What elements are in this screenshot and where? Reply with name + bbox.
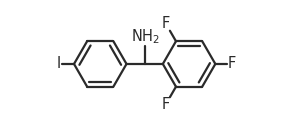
Text: F: F: [162, 16, 170, 31]
Text: I: I: [57, 56, 61, 71]
Text: F: F: [228, 56, 236, 71]
Text: NH$_2$: NH$_2$: [131, 27, 160, 46]
Text: F: F: [162, 97, 170, 112]
